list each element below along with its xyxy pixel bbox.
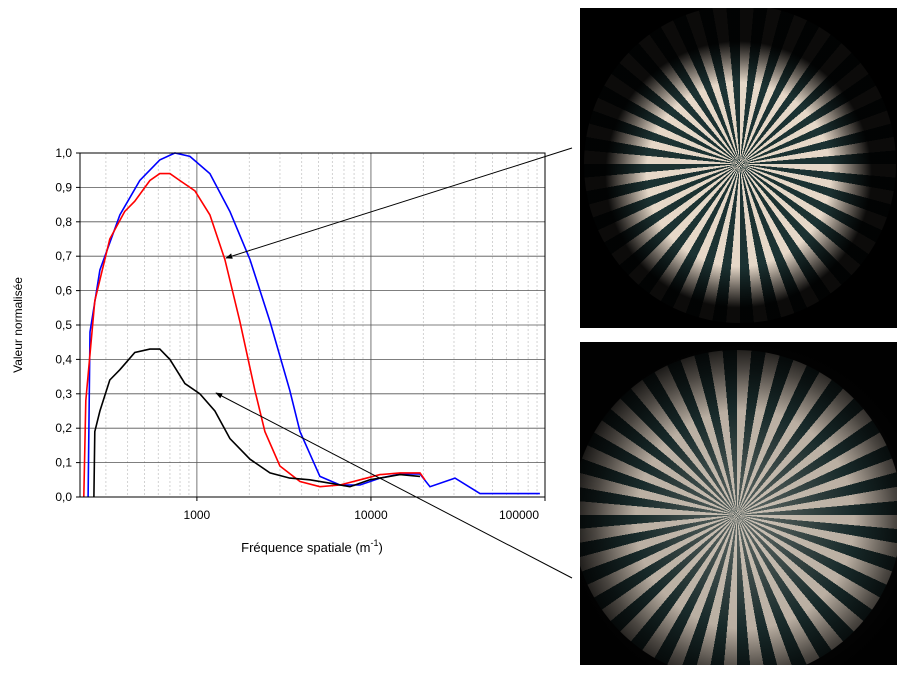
y-tick-label: 0,8: [55, 215, 72, 229]
data-line: [93, 348, 421, 498]
plot-frame: [79, 152, 546, 498]
star-photo-top: [580, 8, 897, 328]
y-tick-label: 0,3: [55, 387, 72, 401]
y-tick-label: 0,6: [55, 284, 72, 298]
y-tick-label: 0,0: [55, 490, 72, 504]
y-axis-label: Valeur normalisée: [11, 277, 25, 373]
x-tick-label: 10000: [354, 508, 388, 522]
y-tick-label: 0,9: [55, 180, 72, 194]
y-tick-label: 0,4: [55, 352, 72, 366]
pointer-arrow: [215, 392, 573, 579]
vignette: [580, 342, 897, 665]
x-tick-label: 1000: [184, 508, 211, 522]
y-tick-label: 0,5: [55, 318, 72, 332]
y-tick-label: 0,2: [55, 421, 72, 435]
x-axis-label-end: ): [379, 540, 383, 555]
y-tick-label: 0,1: [55, 456, 72, 470]
pointer-arrow: [225, 147, 573, 259]
y-tick-label: 1,0: [55, 146, 72, 160]
data-line: [83, 172, 426, 498]
vignette: [580, 8, 897, 328]
x-axis-label: Fréquence spatiale (m-1): [241, 538, 383, 555]
x-axis-label-text: Fréquence spatiale (m: [241, 540, 370, 555]
star-photo-bottom: [580, 342, 897, 665]
x-tick-label: 100000: [499, 508, 539, 522]
x-axis-label-exponent: -1: [370, 538, 378, 548]
y-tick-label: 0,7: [55, 249, 72, 263]
